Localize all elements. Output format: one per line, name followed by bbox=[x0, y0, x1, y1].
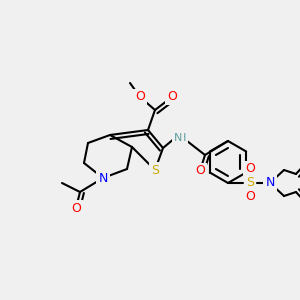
Text: O: O bbox=[245, 190, 255, 203]
Text: O: O bbox=[167, 91, 177, 103]
Text: O: O bbox=[71, 202, 81, 214]
Text: H: H bbox=[178, 133, 186, 143]
Text: S: S bbox=[151, 164, 159, 176]
Text: O: O bbox=[135, 91, 145, 103]
Text: O: O bbox=[195, 164, 205, 178]
Text: N: N bbox=[174, 133, 182, 143]
Text: N: N bbox=[265, 176, 275, 190]
Text: S: S bbox=[246, 176, 254, 190]
Text: O: O bbox=[245, 163, 255, 176]
Text: N: N bbox=[98, 172, 108, 184]
